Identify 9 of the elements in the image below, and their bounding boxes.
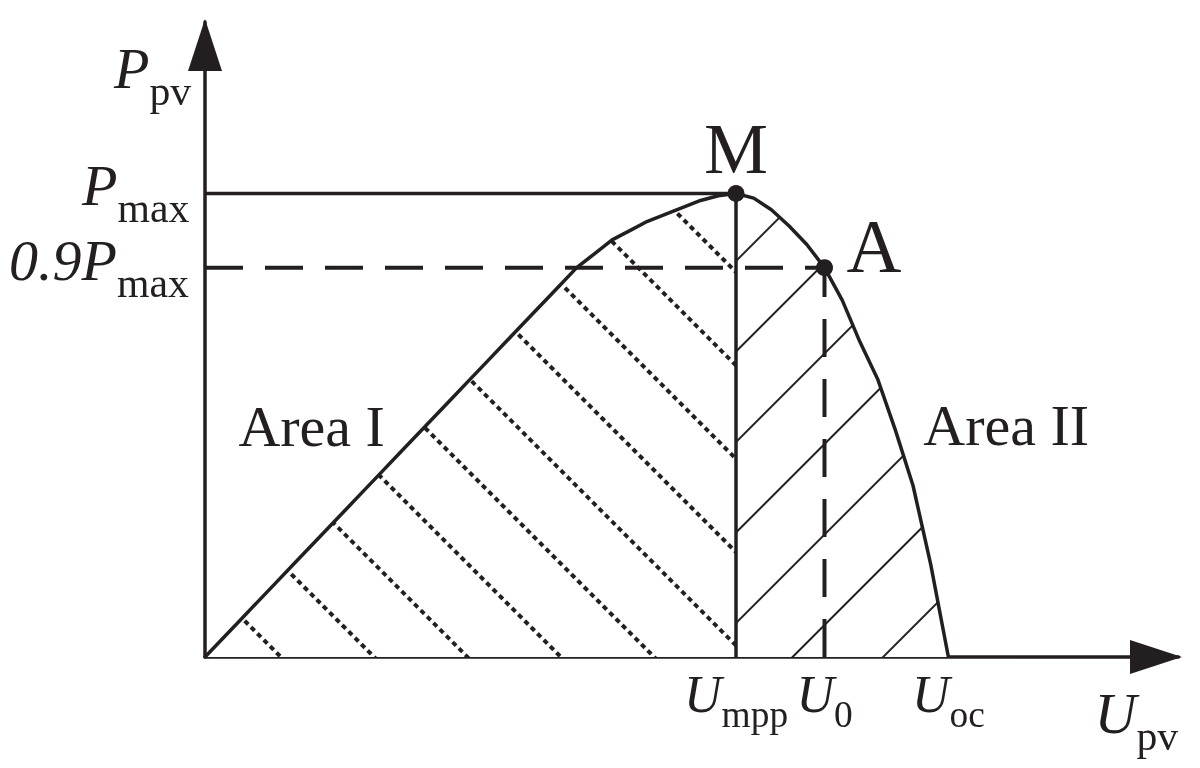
x-tick-label: U$_{0}$	[796, 666, 853, 735]
x-axis-title: U$_{pv}$	[1094, 681, 1179, 759]
series-label: Area I	[238, 393, 385, 459]
annotation: A	[846, 203, 902, 288]
annotation: M	[704, 109, 769, 190]
x-tick-label: U$_{mpp}$	[684, 666, 789, 735]
series-label: Area II	[923, 392, 1090, 458]
y-axis-title: P$_{pv}$	[114, 36, 192, 114]
x-tick-label: U$_{oc}$	[911, 666, 985, 735]
